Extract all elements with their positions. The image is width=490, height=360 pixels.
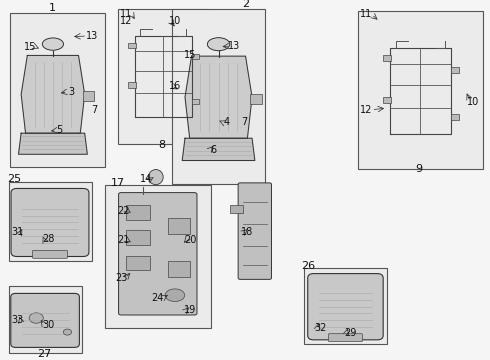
Text: 3: 3 bbox=[68, 87, 74, 97]
Polygon shape bbox=[182, 138, 255, 161]
Text: 18: 18 bbox=[241, 227, 254, 237]
Text: 2: 2 bbox=[243, 0, 249, 9]
Ellipse shape bbox=[42, 38, 64, 50]
Ellipse shape bbox=[207, 38, 230, 51]
Text: 9: 9 bbox=[416, 164, 422, 174]
Text: 12: 12 bbox=[360, 105, 373, 115]
Bar bbox=[230, 205, 243, 213]
Circle shape bbox=[63, 329, 72, 335]
Text: 14: 14 bbox=[140, 174, 152, 184]
Text: 10: 10 bbox=[170, 16, 181, 26]
Text: 22: 22 bbox=[117, 206, 130, 216]
Bar bbox=[128, 82, 136, 87]
FancyBboxPatch shape bbox=[11, 189, 89, 256]
Text: 5: 5 bbox=[57, 125, 63, 135]
Text: 15: 15 bbox=[24, 42, 37, 52]
Text: 27: 27 bbox=[37, 348, 51, 359]
Bar bbox=[126, 205, 150, 220]
Bar bbox=[83, 91, 94, 101]
Text: 13: 13 bbox=[228, 41, 240, 51]
FancyBboxPatch shape bbox=[238, 183, 271, 279]
Bar bbox=[384, 96, 392, 103]
Text: 13: 13 bbox=[86, 31, 98, 41]
Bar bbox=[172, 9, 265, 184]
Bar bbox=[451, 114, 459, 120]
Bar bbox=[128, 42, 136, 48]
Text: 12: 12 bbox=[120, 16, 133, 26]
Text: 10: 10 bbox=[466, 96, 479, 107]
Bar bbox=[118, 9, 208, 144]
Bar bbox=[126, 230, 150, 245]
Polygon shape bbox=[19, 133, 87, 154]
Polygon shape bbox=[185, 56, 252, 138]
Text: 28: 28 bbox=[42, 234, 54, 244]
Bar bbox=[192, 54, 199, 59]
Text: 16: 16 bbox=[170, 81, 181, 91]
Bar bbox=[168, 218, 190, 234]
Bar bbox=[9, 182, 92, 261]
Text: 33: 33 bbox=[11, 315, 24, 325]
Bar bbox=[250, 94, 262, 104]
Text: 21: 21 bbox=[117, 235, 130, 245]
FancyBboxPatch shape bbox=[32, 251, 68, 258]
Bar bbox=[384, 55, 392, 61]
Circle shape bbox=[29, 313, 43, 323]
Bar bbox=[9, 286, 82, 353]
Text: 4: 4 bbox=[223, 117, 229, 127]
Text: 23: 23 bbox=[115, 273, 128, 283]
FancyBboxPatch shape bbox=[308, 274, 383, 340]
Text: 24: 24 bbox=[151, 293, 164, 303]
Text: 26: 26 bbox=[301, 261, 315, 271]
Polygon shape bbox=[21, 55, 85, 133]
Text: 17: 17 bbox=[111, 177, 124, 188]
Text: 31: 31 bbox=[11, 227, 24, 237]
Bar bbox=[10, 13, 105, 167]
Bar bbox=[358, 11, 483, 169]
Text: 8: 8 bbox=[158, 140, 165, 150]
Bar bbox=[168, 261, 190, 277]
FancyBboxPatch shape bbox=[119, 193, 197, 315]
Ellipse shape bbox=[148, 170, 163, 185]
Text: 29: 29 bbox=[344, 328, 357, 338]
Bar bbox=[304, 268, 387, 344]
Text: 19: 19 bbox=[184, 305, 196, 315]
Text: 32: 32 bbox=[315, 323, 327, 333]
Text: 6: 6 bbox=[210, 145, 216, 155]
Text: 30: 30 bbox=[42, 320, 54, 330]
Text: 7: 7 bbox=[241, 117, 247, 127]
Text: 1: 1 bbox=[49, 3, 56, 13]
Text: 11: 11 bbox=[361, 9, 372, 19]
Text: 15: 15 bbox=[184, 50, 196, 60]
Text: 7: 7 bbox=[91, 105, 97, 115]
Text: 25: 25 bbox=[7, 174, 21, 184]
Ellipse shape bbox=[165, 289, 185, 302]
Bar bbox=[451, 67, 459, 73]
Text: 20: 20 bbox=[184, 235, 196, 245]
Bar bbox=[105, 185, 211, 328]
FancyBboxPatch shape bbox=[328, 334, 363, 342]
FancyBboxPatch shape bbox=[11, 293, 79, 347]
Bar bbox=[192, 99, 199, 104]
Text: 11: 11 bbox=[121, 9, 132, 19]
Bar bbox=[126, 256, 150, 270]
